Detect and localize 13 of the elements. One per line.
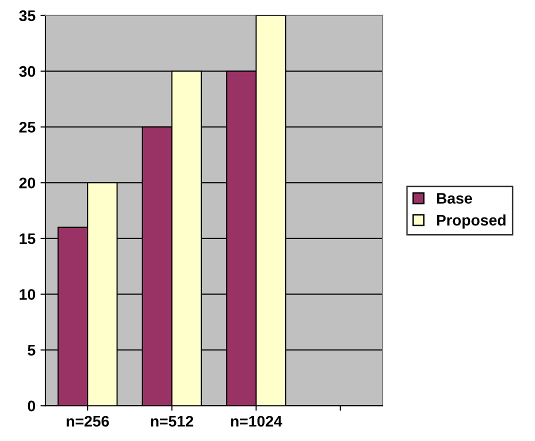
y-tick-label: 25 (19, 122, 36, 133)
legend-label: Proposed (437, 214, 506, 229)
y-tick-label: 5 (28, 344, 36, 356)
y-tick-label: 30 (19, 66, 36, 77)
y-tick-label: 35 (19, 10, 36, 22)
x-tick-label: n=512 (151, 416, 194, 427)
y-tick-label: 0 (28, 400, 36, 412)
legend-label: Base (437, 193, 472, 204)
y-tick-label: 10 (20, 289, 36, 300)
x-tick-label: n=256 (66, 416, 109, 427)
y-tick-label: 15 (20, 233, 36, 244)
y-tick-label: 20 (19, 178, 36, 188)
x-tick-label: n=1024 (231, 416, 282, 427)
